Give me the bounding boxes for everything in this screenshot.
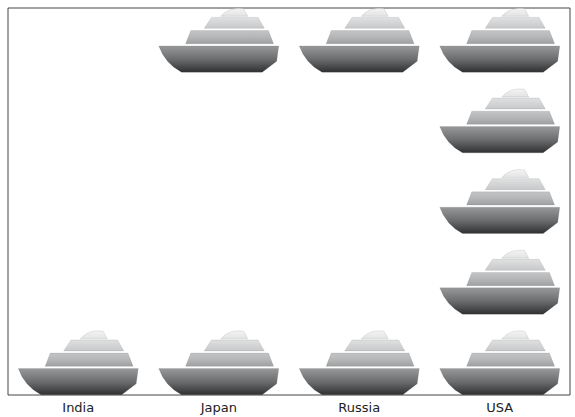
svg-text:Russia: Russia <box>338 400 380 415</box>
svg-text:India: India <box>62 400 94 415</box>
svg-text:USA: USA <box>486 400 513 415</box>
svg-text:Japan: Japan <box>200 400 237 415</box>
